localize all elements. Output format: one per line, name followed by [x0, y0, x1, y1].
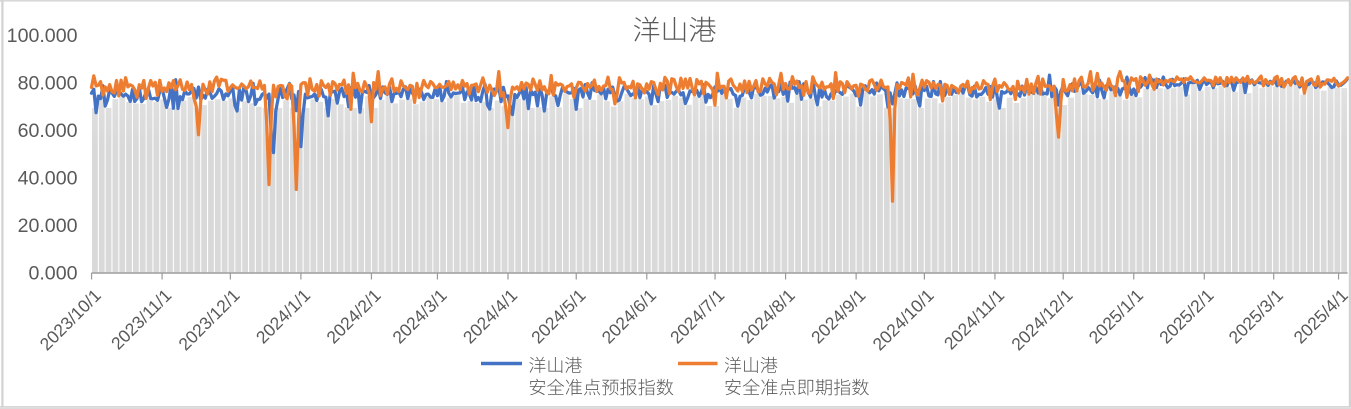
svg-text:20.000: 20.000 — [18, 215, 78, 237]
svg-text:100.000: 100.000 — [7, 25, 78, 47]
svg-text:80.000: 80.000 — [18, 72, 78, 94]
svg-text:40.000: 40.000 — [18, 167, 78, 189]
svg-text:0.000: 0.000 — [28, 262, 77, 284]
svg-text:60.000: 60.000 — [18, 120, 78, 142]
